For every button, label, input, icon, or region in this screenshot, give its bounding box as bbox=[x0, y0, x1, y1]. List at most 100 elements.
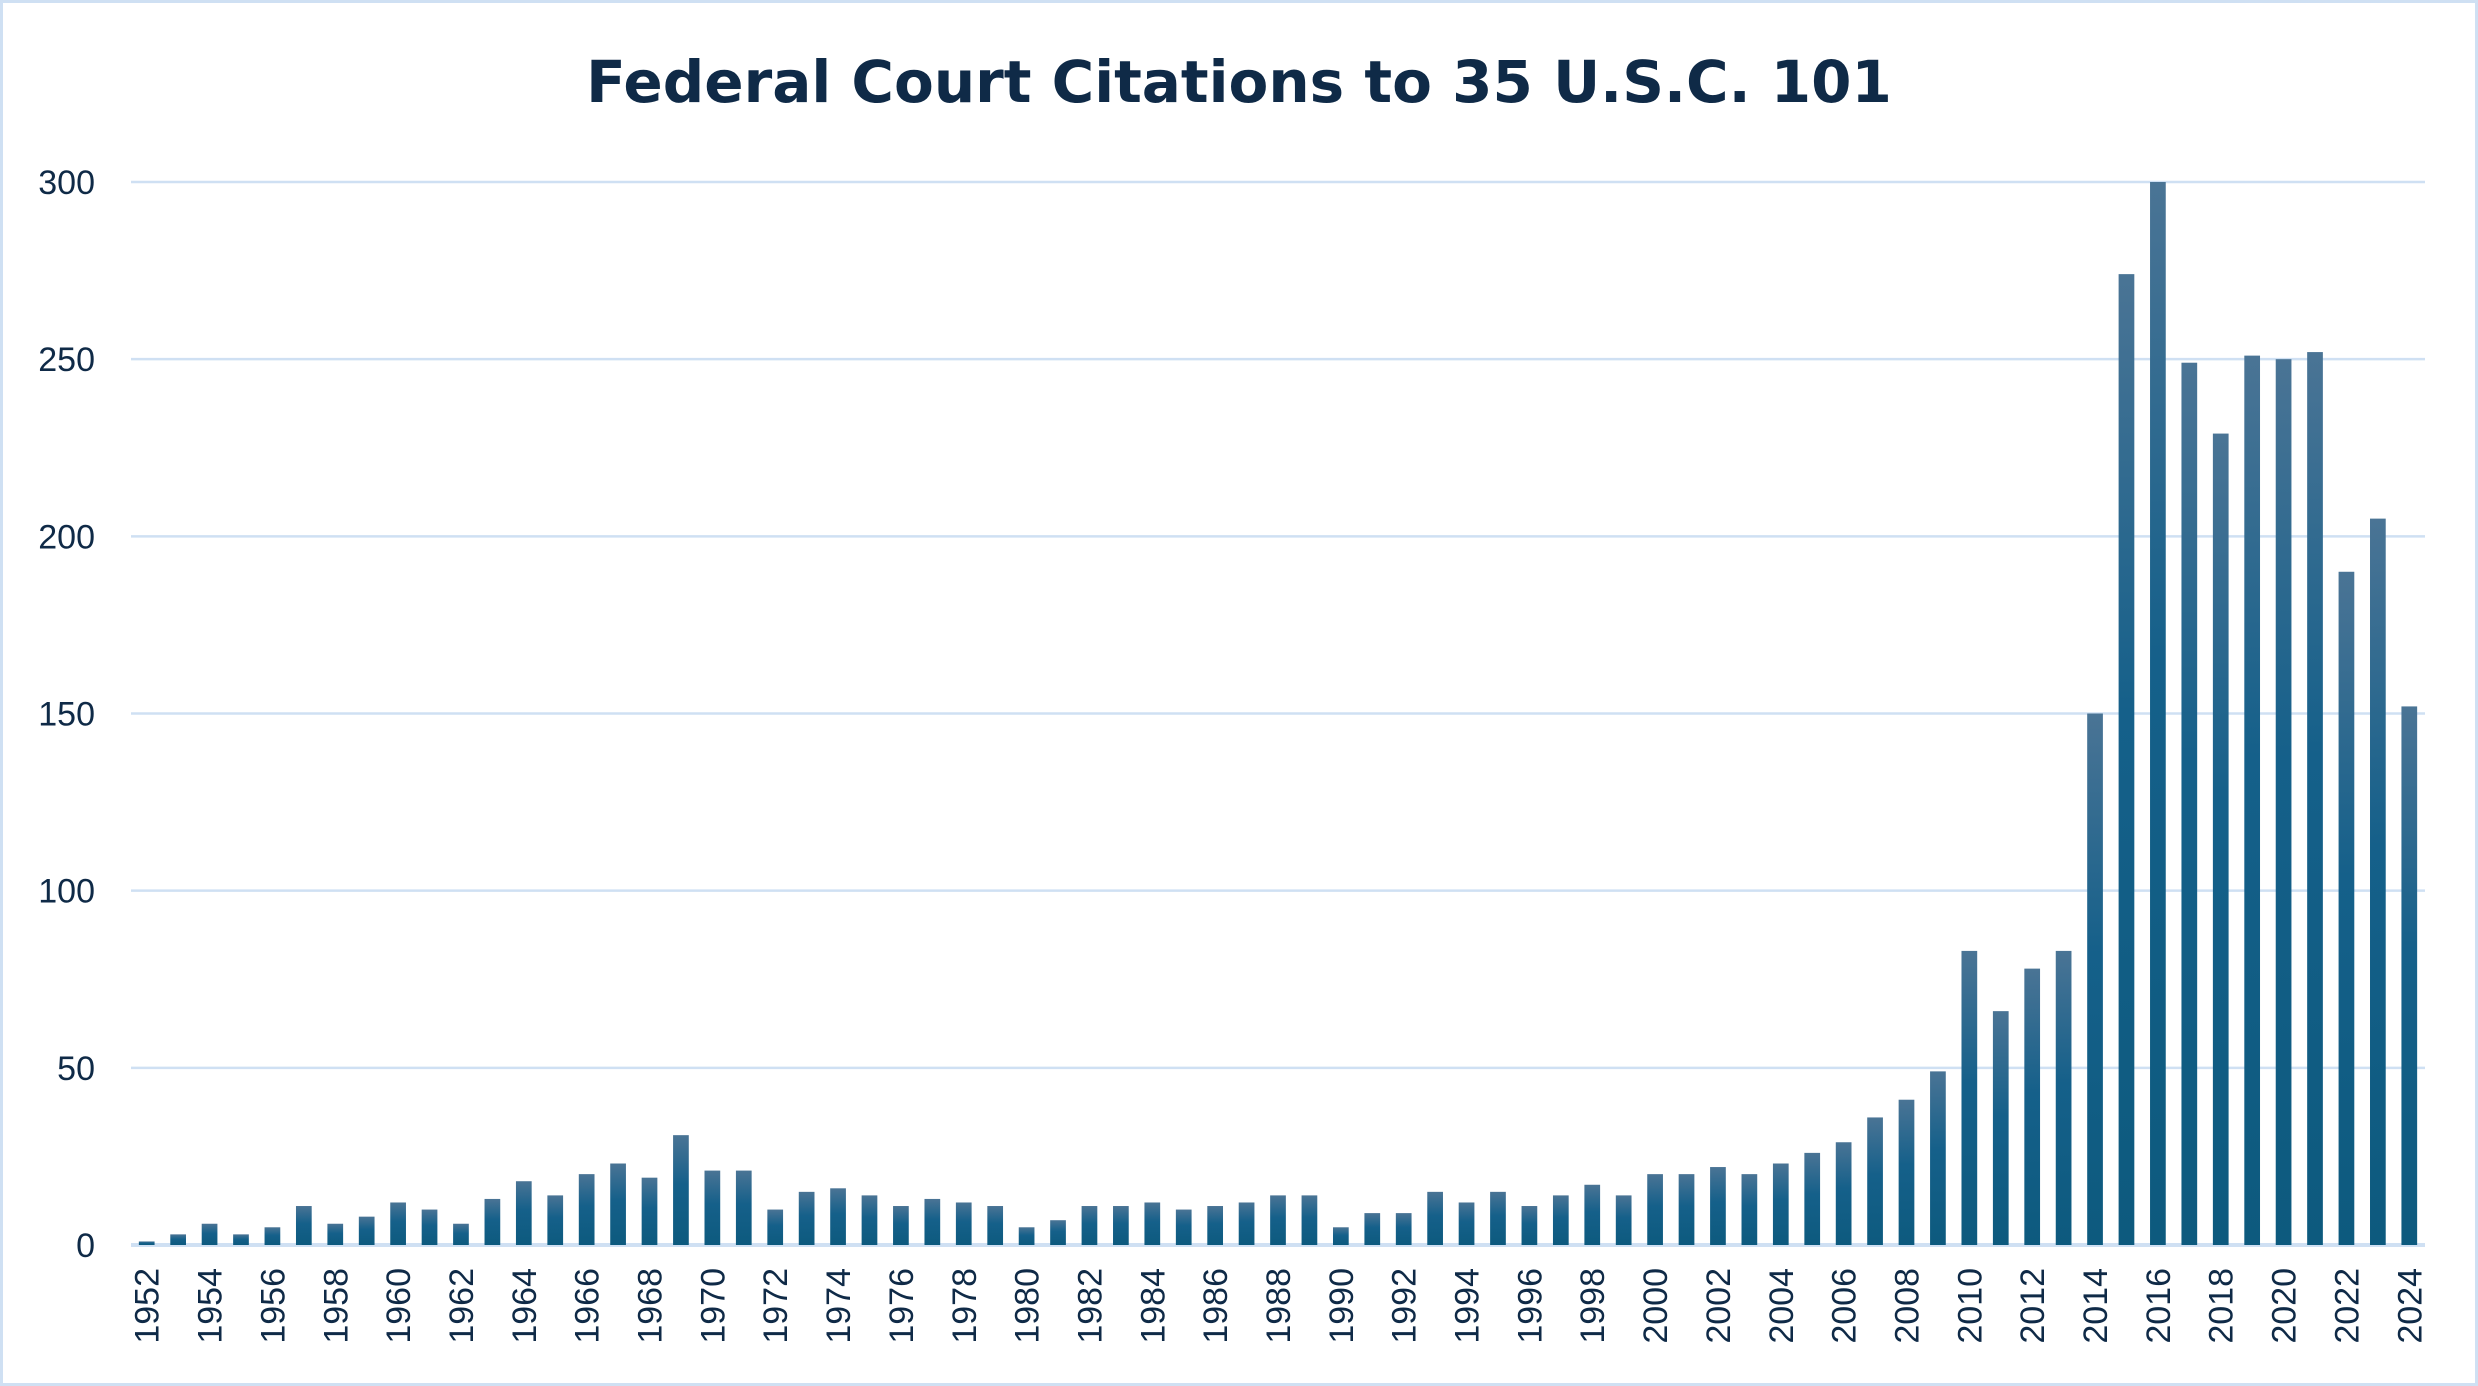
bar-1998 bbox=[1584, 1184, 1601, 1245]
bar-2016 bbox=[2150, 182, 2166, 1245]
bar-1996 bbox=[1521, 1206, 1538, 1245]
bar-2012 bbox=[2024, 968, 2041, 1245]
x-tick-label: 1972 bbox=[757, 1268, 795, 1344]
bar-1968 bbox=[641, 1177, 658, 1245]
y-tick-label: 0 bbox=[76, 1227, 95, 1265]
x-tick-label: 2018 bbox=[2203, 1268, 2241, 1344]
bar-1975 bbox=[861, 1195, 878, 1245]
x-tick-label: 2002 bbox=[1700, 1268, 1738, 1344]
bar-1971 bbox=[735, 1170, 752, 1245]
bar-1999 bbox=[1615, 1195, 1632, 1245]
bar-1980 bbox=[1018, 1227, 1035, 1245]
bar-2023 bbox=[2370, 518, 2386, 1245]
x-tick-label: 1998 bbox=[1574, 1268, 1612, 1344]
x-tick-label: 2008 bbox=[1888, 1268, 1926, 1344]
bar-1970 bbox=[704, 1170, 721, 1245]
x-tick-label: 2000 bbox=[1637, 1268, 1675, 1344]
bar-2015 bbox=[2118, 274, 2135, 1245]
x-tick-label: 1984 bbox=[1134, 1268, 1172, 1344]
x-tick-label: 1966 bbox=[569, 1268, 607, 1344]
x-tick-label: 1986 bbox=[1197, 1268, 1235, 1344]
x-tick-label: 1994 bbox=[1449, 1268, 1487, 1344]
y-tick-label: 300 bbox=[38, 164, 95, 202]
bar-1976 bbox=[893, 1206, 909, 1245]
bar-1987 bbox=[1238, 1202, 1255, 1245]
bar-1981 bbox=[1050, 1220, 1066, 1245]
bar-1995 bbox=[1490, 1191, 1506, 1245]
x-tick-label: 2010 bbox=[1951, 1268, 1989, 1344]
y-tick-label: 150 bbox=[38, 696, 95, 734]
bar-1956 bbox=[264, 1227, 281, 1245]
x-tick-label: 1980 bbox=[1009, 1268, 1047, 1344]
x-tick-label: 1962 bbox=[443, 1268, 481, 1344]
y-tick-label: 100 bbox=[38, 873, 95, 911]
bar-1994 bbox=[1458, 1202, 1475, 1245]
bar-1989 bbox=[1301, 1195, 1318, 1245]
x-tick-label: 2016 bbox=[2140, 1268, 2178, 1344]
x-tick-label: 1996 bbox=[1511, 1268, 1549, 1344]
x-tick-label: 2022 bbox=[2328, 1268, 2366, 1344]
bar-2008 bbox=[1898, 1099, 1915, 1245]
x-tick-label: 1956 bbox=[254, 1268, 292, 1344]
bar-1991 bbox=[1364, 1213, 1381, 1245]
bar-1958 bbox=[327, 1223, 344, 1245]
x-tick-label: 1960 bbox=[380, 1268, 418, 1344]
bar-1962 bbox=[453, 1223, 469, 1245]
x-tick-label: 1968 bbox=[632, 1268, 670, 1344]
bar-2017 bbox=[2181, 362, 2198, 1246]
bar-2009 bbox=[1930, 1071, 1946, 1245]
bar-1963 bbox=[484, 1198, 501, 1245]
bar-2011 bbox=[1992, 1011, 2009, 1245]
bar-2000 bbox=[1647, 1174, 1663, 1245]
x-tick-label: 1964 bbox=[506, 1268, 544, 1344]
bar-1984 bbox=[1144, 1202, 1161, 1245]
bar-1954 bbox=[201, 1223, 218, 1245]
x-tick-label: 1988 bbox=[1260, 1268, 1298, 1344]
bar-1997 bbox=[1552, 1195, 1569, 1245]
bar-1959 bbox=[358, 1216, 375, 1245]
bar-1955 bbox=[233, 1234, 249, 1245]
bar-1993 bbox=[1427, 1191, 1443, 1245]
bar-1967 bbox=[610, 1163, 626, 1245]
x-tick-label: 1958 bbox=[317, 1268, 355, 1344]
bar-1969 bbox=[673, 1135, 689, 1245]
bar-1961 bbox=[421, 1209, 438, 1245]
x-tick-label: 2020 bbox=[2266, 1268, 2304, 1344]
bar-1974 bbox=[830, 1188, 846, 1245]
bar-1957 bbox=[295, 1206, 312, 1245]
bar-2024 bbox=[2401, 706, 2418, 1245]
bar-1964 bbox=[515, 1181, 532, 1245]
bar-1986 bbox=[1207, 1206, 1224, 1245]
bar-2007 bbox=[1867, 1117, 1883, 1245]
y-tick-label: 250 bbox=[38, 341, 95, 379]
x-tick-label: 1982 bbox=[1071, 1268, 1109, 1344]
bar-2014 bbox=[2087, 713, 2103, 1245]
x-tick-label: 2006 bbox=[1826, 1268, 1864, 1344]
x-tick-label: 1952 bbox=[129, 1268, 167, 1344]
bar-2019 bbox=[2244, 355, 2261, 1246]
x-tick-label: 1990 bbox=[1323, 1268, 1361, 1344]
bar-2022 bbox=[2338, 571, 2355, 1245]
bar-2018 bbox=[2212, 433, 2229, 1245]
bar-1982 bbox=[1081, 1206, 1098, 1245]
bar-1952 bbox=[138, 1241, 155, 1245]
x-tick-label: 1954 bbox=[192, 1268, 230, 1344]
bar-2004 bbox=[1772, 1163, 1789, 1245]
bar-1960 bbox=[390, 1202, 406, 1245]
y-tick-label: 50 bbox=[57, 1050, 95, 1088]
x-tick-label: 1974 bbox=[820, 1268, 858, 1344]
bar-2005 bbox=[1804, 1152, 1821, 1245]
bar-1953 bbox=[170, 1234, 186, 1245]
bar-1979 bbox=[987, 1206, 1004, 1245]
bar-1977 bbox=[924, 1198, 941, 1245]
bar-2006 bbox=[1835, 1142, 1852, 1245]
bar-2021 bbox=[2307, 352, 2323, 1246]
bar-1978 bbox=[955, 1202, 972, 1245]
bar-1965 bbox=[547, 1195, 564, 1245]
x-tick-label: 2012 bbox=[2014, 1268, 2052, 1344]
bar-1973 bbox=[798, 1191, 815, 1245]
x-tick-label: 1976 bbox=[883, 1268, 921, 1344]
bar-2020 bbox=[2275, 359, 2292, 1246]
bar-1992 bbox=[1395, 1213, 1412, 1245]
